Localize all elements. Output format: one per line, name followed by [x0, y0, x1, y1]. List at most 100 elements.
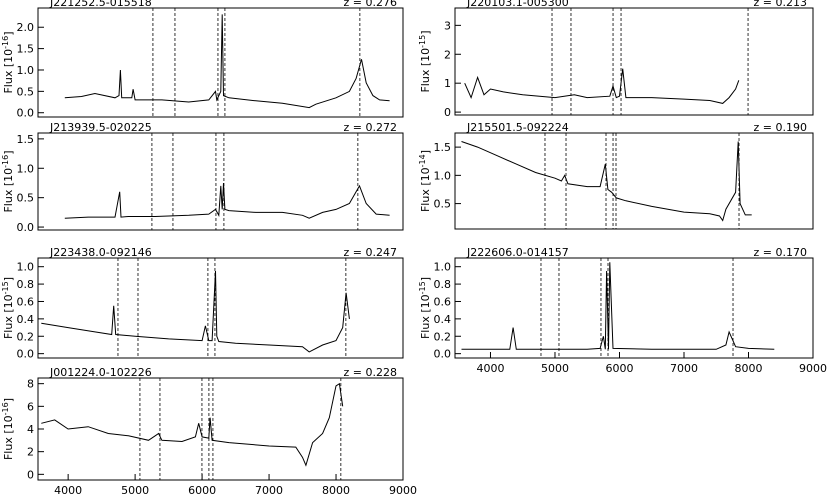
y-tick-label: 0.0	[434, 348, 452, 361]
y-tick-label: 0.0	[17, 107, 35, 120]
redshift-label: z = 0.228	[344, 366, 397, 379]
y-tick-label: 1.5	[434, 141, 452, 154]
x-tick-label: 6000	[605, 362, 633, 375]
y-tick-label: 1.0	[17, 261, 35, 274]
x-tick-label: 8000	[734, 362, 762, 375]
y-tick-label: 2	[444, 48, 451, 61]
y-label-text: Flux [10	[419, 48, 432, 93]
y-tick-label: 0.6	[434, 295, 452, 308]
y-axis-label: Flux [10-14]	[418, 150, 432, 212]
y-tick-label: 1.5	[17, 43, 35, 56]
x-tick-label: 7000	[670, 362, 698, 375]
x-tick-label: 9000	[799, 362, 827, 375]
plot-frame	[37, 257, 404, 359]
y-tick-label: 0.2	[434, 330, 452, 343]
redshift-label: z = 0.276	[344, 0, 397, 9]
panel: J213939.5-020225 z = 0.2720.00.51.01.5Flu…	[1, 121, 404, 234]
redshift-label: z = 0.170	[754, 246, 807, 259]
y-tick-label: 2	[27, 446, 34, 459]
y-tick-label: 6	[27, 400, 34, 413]
y-tick-label: 0.0	[17, 348, 35, 361]
spectrum-line	[461, 262, 775, 350]
y-label-text: Flux [10	[2, 49, 15, 94]
y-tick-label: 0.5	[17, 192, 35, 205]
y-label-text: Flux [10	[2, 294, 15, 339]
y-axis-label: Flux [10-16]	[1, 398, 15, 460]
y-label-close: ]	[2, 398, 15, 402]
x-tick-label: 6000	[188, 484, 216, 497]
x-tick-label: 7000	[255, 484, 283, 497]
plot-frame	[454, 132, 814, 230]
y-label-text: Flux [10	[2, 168, 15, 213]
x-tick-label: 4000	[476, 362, 504, 375]
spectrum-line	[464, 68, 740, 104]
spectrum-line	[64, 14, 390, 109]
plot-frame	[37, 7, 404, 118]
y-label-text: Flux [10	[419, 167, 432, 212]
y-tick-label: 0.8	[17, 278, 35, 291]
x-tick-label: 5000	[121, 484, 149, 497]
y-tick-label: 2.0	[17, 21, 35, 34]
y-tick-label: 1.5	[17, 133, 35, 146]
y-label-text: Flux [10	[419, 294, 432, 339]
panel: J223438.0-092146 z = 0.247 0.0 0.2 0.4 0.6 0.8…	[1, 246, 404, 361]
y-tick-label: 1	[444, 77, 451, 90]
y-label-exponent: -16	[1, 155, 10, 168]
panel: J001224.0-102226 z = 0.228 0 2 4 6 8 4000 5000 60…	[1, 366, 417, 497]
redshift-label: z = 0.247	[344, 246, 397, 259]
plot-frame	[37, 377, 404, 481]
y-label-close: ]	[419, 277, 432, 281]
y-tick-label: 0.4	[17, 313, 35, 326]
y-tick-label: 0.0	[17, 221, 35, 234]
x-tick-label: 9000	[389, 484, 417, 497]
y-tick-label: 0.6	[17, 295, 35, 308]
y-axis-label: Flux [10-15]	[1, 277, 15, 339]
redshift-label: z = 0.213	[754, 0, 807, 9]
spectrum-name: J221252.5-015518	[49, 0, 152, 9]
y-tick-label: 1.0	[17, 64, 35, 77]
spectrum-name: J223438.0-092146	[49, 246, 152, 259]
y-tick-label: 0	[444, 106, 451, 119]
y-label-exponent: -16	[1, 402, 10, 415]
panel: J222606.0-014157 z = 0.170 0.0 0.2 0.4 0.6 0.8…	[418, 246, 827, 375]
y-label-text: Flux [10	[2, 415, 15, 460]
y-axis-label: Flux [10-16]	[1, 31, 15, 93]
y-tick-label: 1.0	[434, 261, 452, 274]
y-tick-label: 1.0	[17, 162, 35, 175]
y-tick-label: 0.8	[434, 278, 452, 291]
spectrum-line	[41, 270, 350, 353]
spectrum-line	[41, 382, 344, 467]
x-tick-label: 5000	[541, 362, 569, 375]
spectrum-name: J001224.0-102226	[49, 366, 152, 379]
y-tick-label: 3	[444, 19, 451, 32]
y-axis-label: Flux [10-15]	[418, 277, 432, 339]
y-axis-label: Flux [10-15]	[418, 30, 432, 92]
y-label-exponent: -15	[418, 281, 427, 294]
spectrum-name: J220103.1-005300	[466, 0, 569, 9]
y-tick-label: 0.2	[17, 330, 35, 343]
y-axis-label: Flux [10-16]	[1, 150, 15, 212]
y-tick-label: 8	[27, 378, 34, 391]
y-label-close: ]	[419, 30, 432, 34]
y-tick-label: 0.5	[434, 198, 452, 211]
spectrum-line	[64, 182, 390, 219]
y-label-exponent: -15	[418, 35, 427, 48]
redshift-label: z = 0.272	[344, 121, 397, 134]
redshift-label: z = 0.190	[754, 121, 807, 134]
panel: J220103.1-005300 z = 0.213 0 1 2 3 Flux [10-15…	[418, 0, 814, 119]
spectrum-line	[461, 141, 752, 222]
y-label-exponent: -15	[1, 281, 10, 294]
spectrum-name: J213939.5-020225	[49, 121, 152, 134]
y-tick-label: 4	[27, 423, 34, 436]
y-label-close: ]	[419, 150, 432, 154]
plot-frame	[454, 7, 814, 116]
y-label-close: ]	[2, 277, 15, 281]
y-label-close: ]	[2, 31, 15, 35]
plot-frame	[37, 132, 404, 231]
x-tick-label: 4000	[54, 484, 82, 497]
y-label-exponent: -16	[1, 36, 10, 49]
x-tick-label: 8000	[322, 484, 350, 497]
y-tick-label: 0	[27, 468, 34, 481]
